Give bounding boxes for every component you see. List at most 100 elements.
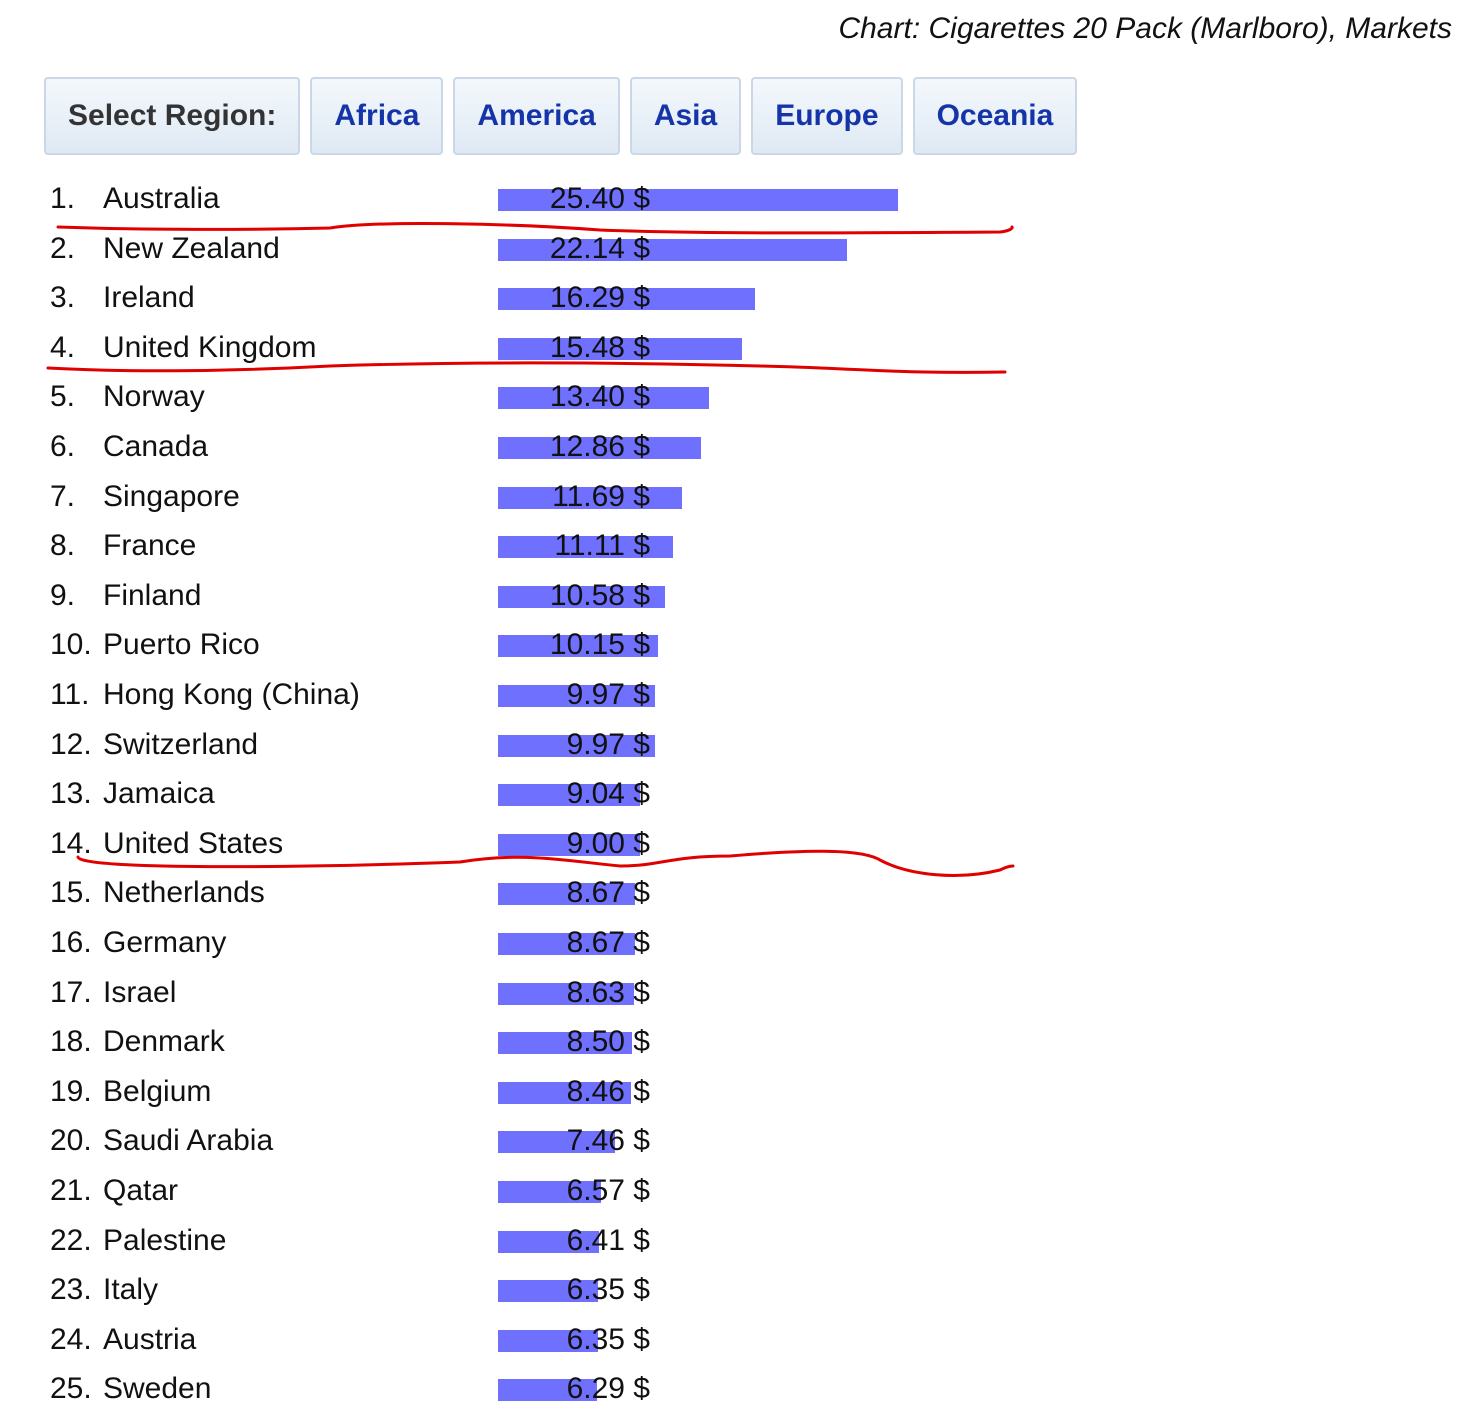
value-bar (498, 437, 701, 459)
rank-label: 11. (50, 678, 90, 711)
value-bar (498, 933, 635, 955)
value-bar (498, 1230, 599, 1253)
table-row: 20. Saudi Arabia 7.46 $ (0, 1118, 1100, 1167)
value-label: 10.15 $ (549, 628, 650, 662)
region-button-oceania[interactable]: Oceania (912, 77, 1078, 155)
value-bar (498, 784, 641, 807)
country-label: Saudi Arabia (103, 1124, 274, 1158)
rank-label: 10. (50, 628, 92, 662)
country-label: Netherlands (103, 876, 265, 910)
rank-label: 1. (50, 182, 76, 215)
rank-label: 14. (50, 826, 92, 860)
country-label: Israel (103, 975, 177, 1009)
value-bar (498, 189, 898, 211)
country-label: Austria (103, 1322, 197, 1356)
value-label: 15.48 $ (549, 330, 650, 364)
value-bar (498, 585, 665, 608)
country-label: United States (103, 826, 284, 860)
table-row: 5. Norway 13.40 $ (0, 374, 1100, 423)
country-label: Sweden (103, 1372, 212, 1406)
select-region-label: Select Region: (44, 77, 301, 155)
table-row: 2. New Zealand 22.14 $ (0, 226, 1100, 275)
rank-label: 18. (50, 1025, 92, 1059)
table-row: 19. Belgium 8.46 $ (0, 1069, 1100, 1118)
value-bar (498, 1131, 616, 1154)
country-label: Denmark (103, 1025, 225, 1059)
rank-label: 15. (50, 876, 92, 910)
value-bar (498, 486, 683, 509)
rank-label: 3. (50, 281, 76, 315)
value-label: 9.04 $ (566, 777, 650, 811)
value-label: 6.57 $ (566, 1174, 650, 1207)
region-button-asia[interactable]: Asia (629, 77, 742, 155)
country-label: Singapore (103, 479, 240, 513)
value-bar (498, 883, 635, 906)
region-button-america[interactable]: America (453, 77, 620, 155)
value-label: 16.29 $ (549, 281, 650, 315)
rank-label: 7. (50, 479, 76, 513)
value-label: 8.46 $ (566, 1074, 650, 1108)
rank-label: 8. (50, 529, 76, 563)
value-label: 9.97 $ (566, 727, 650, 761)
value-bar (498, 536, 673, 559)
table-row: 22. Palestine 6.41 $ (0, 1218, 1100, 1267)
value-bar (498, 982, 634, 1005)
country-label: Finland (103, 578, 202, 612)
table-row: 14. United States 9.00 $ (0, 821, 1100, 870)
rank-label: 25. (50, 1372, 92, 1406)
table-row: 4. United Kingdom 15.48 $ (0, 325, 1100, 374)
value-label: 10.58 $ (549, 578, 650, 612)
value-label: 22.14 $ (549, 231, 650, 265)
rank-label: 4. (50, 330, 76, 364)
table-row: 24. Austria 6.35 $ (0, 1317, 1100, 1366)
country-label: Belgium (103, 1074, 212, 1108)
value-bar (498, 1379, 598, 1402)
table-row: 25. Sweden 6.29 $ (0, 1366, 1100, 1415)
table-row: 6. Canada 12.86 $ (0, 424, 1100, 473)
country-label: Puerto Rico (103, 628, 260, 662)
value-label: 25.40 $ (549, 182, 650, 215)
country-label: France (103, 529, 197, 563)
country-label: Palestine (103, 1223, 227, 1257)
value-bar (498, 288, 755, 311)
value-bar (498, 635, 658, 658)
value-bar (498, 1032, 632, 1055)
table-row: 18. Denmark 8.50 $ (0, 1019, 1100, 1068)
rank-label: 6. (50, 430, 76, 463)
value-bar (498, 1329, 598, 1352)
value-bar (498, 1280, 598, 1303)
value-label: 8.67 $ (566, 876, 650, 910)
country-label: Australia (103, 182, 220, 215)
value-label: 6.29 $ (566, 1372, 650, 1406)
value-label: 11.69 $ (552, 479, 650, 513)
rank-label: 12. (50, 727, 92, 761)
rank-label: 16. (50, 926, 92, 959)
rank-label: 13. (50, 777, 92, 811)
rank-label: 17. (50, 975, 92, 1009)
country-label: Italy (103, 1273, 159, 1307)
table-row: 11. Hong Kong (China) 9.97 $ (0, 672, 1100, 721)
value-label: 9.97 $ (566, 678, 650, 711)
table-row: 16. Germany 8.67 $ (0, 920, 1100, 969)
chart-title: Chart: Cigarettes 20 Pack (Marlboro), Ma… (838, 12, 1452, 45)
country-label: Ireland (103, 281, 195, 315)
value-bar (498, 337, 742, 360)
value-bar (498, 387, 710, 410)
table-row: 8. France 11.11 $ (0, 523, 1100, 572)
rank-label: 19. (50, 1074, 92, 1108)
country-label: Germany (103, 926, 227, 959)
value-label: 7.46 $ (566, 1124, 650, 1158)
table-row: 21. Qatar 6.57 $ (0, 1168, 1100, 1217)
value-bar (498, 1081, 632, 1104)
rank-label: 23. (50, 1273, 92, 1307)
rank-label: 9. (50, 578, 76, 612)
table-row: 23. Italy 6.35 $ (0, 1267, 1100, 1316)
rank-label: 2. (50, 231, 76, 265)
table-row: 12. Switzerland 9.97 $ (0, 722, 1100, 771)
country-label: Jamaica (103, 777, 215, 811)
table-row: 15. Netherlands 8.67 $ (0, 870, 1100, 919)
region-button-europe[interactable]: Europe (751, 77, 903, 155)
country-label: Canada (103, 430, 209, 463)
region-button-africa[interactable]: Africa (310, 77, 444, 155)
table-row: 9. Finland 10.58 $ (0, 573, 1100, 622)
